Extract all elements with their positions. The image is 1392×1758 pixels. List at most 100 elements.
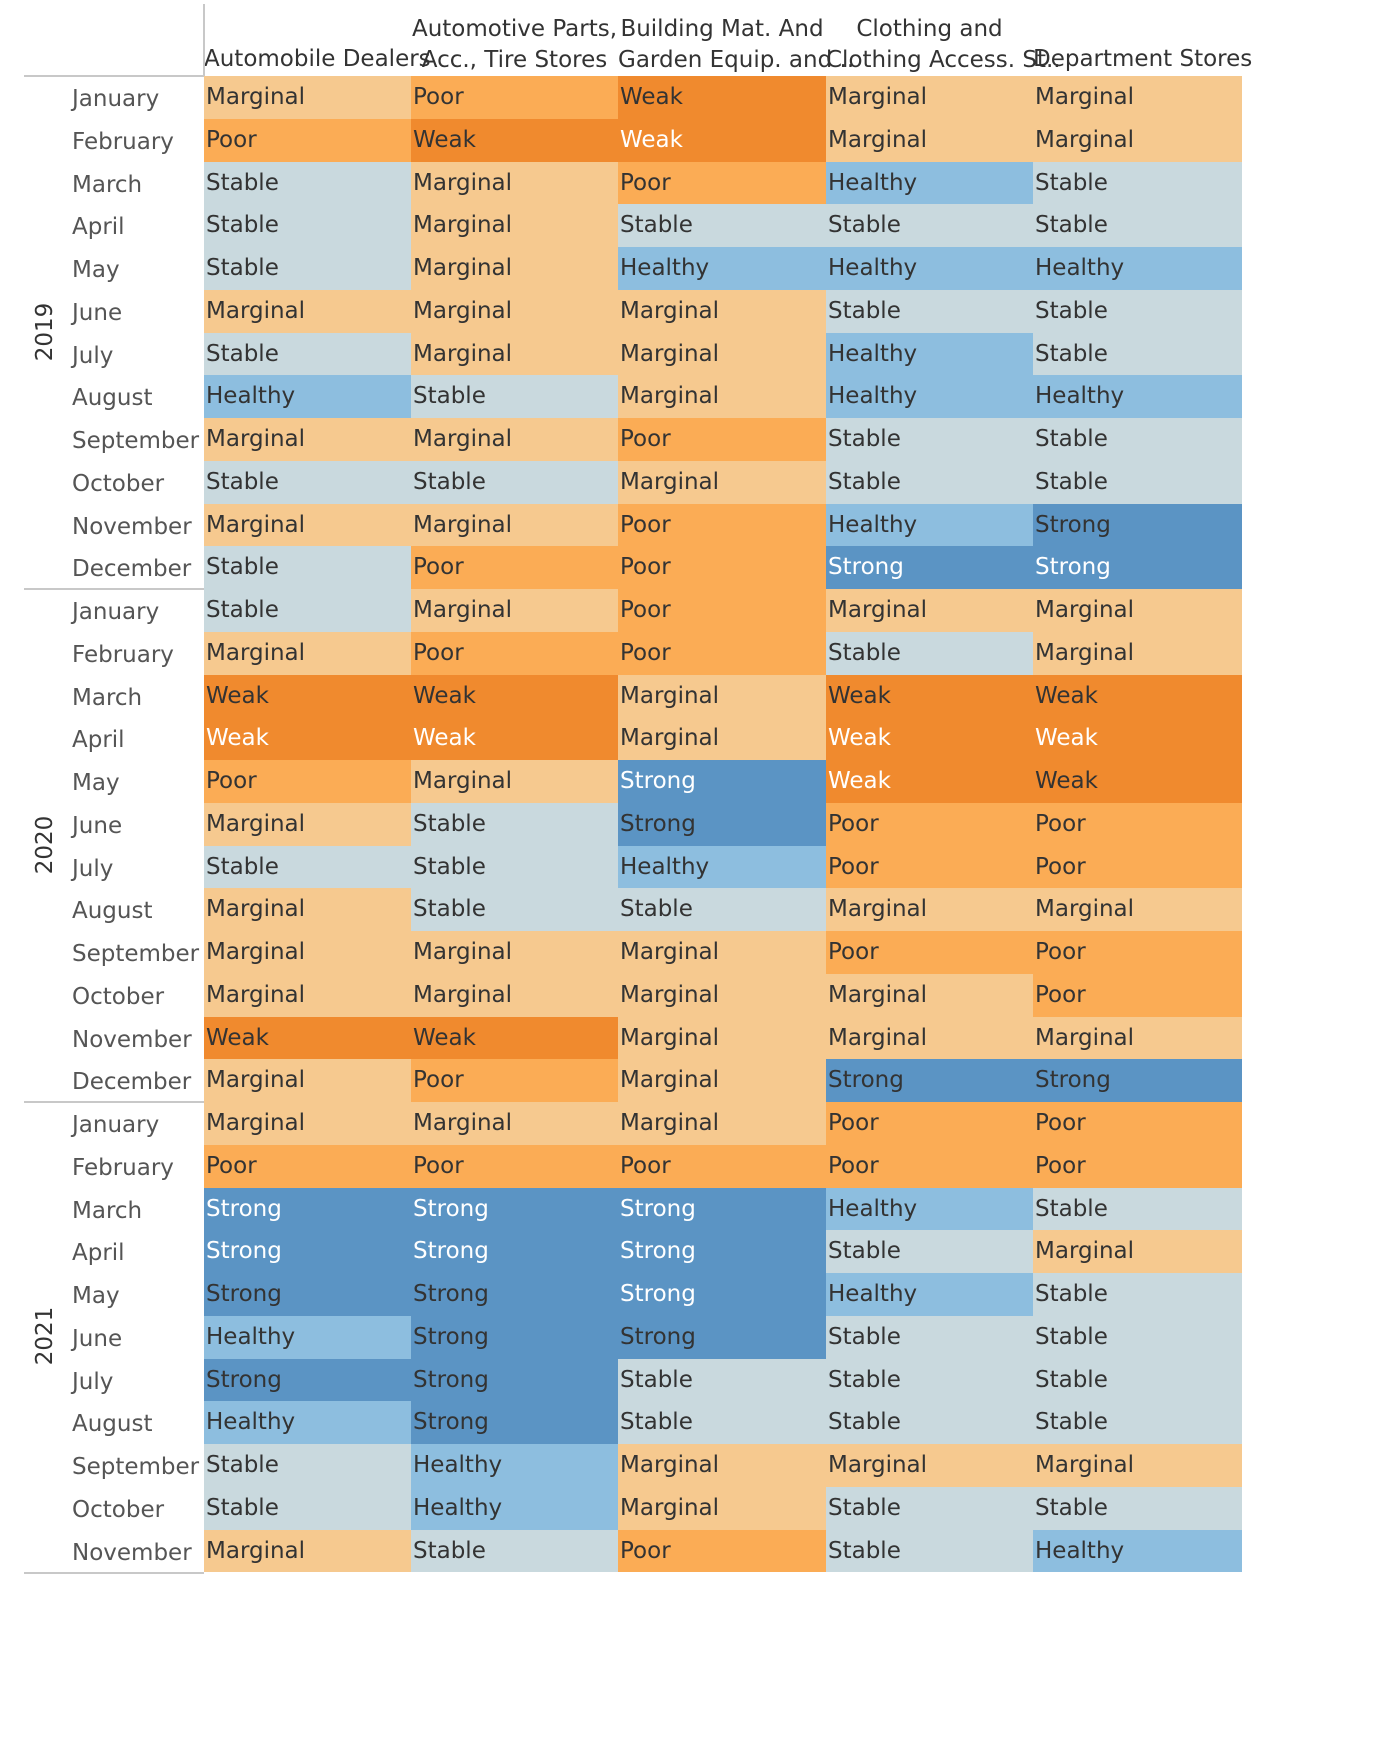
month-label: November [72, 514, 192, 540]
month-label: October [72, 984, 165, 1010]
month-label: November [72, 1540, 192, 1566]
heatmap-cell: Marginal [204, 1102, 412, 1145]
column-header: Clothing and Clothing Access. St.. [826, 14, 1061, 76]
heatmap-cell: Marginal [826, 76, 1034, 119]
heatmap-cell: Poor [618, 1530, 827, 1572]
heatmap-cell: Weak [826, 675, 1034, 717]
heatmap-cell: Marginal [1033, 1017, 1242, 1059]
heatmap-cell: Strong [411, 1401, 619, 1444]
heatmap-cell: Marginal [618, 1487, 827, 1530]
month-label: September [72, 941, 200, 967]
heatmap-cell: Marginal [1033, 119, 1242, 162]
heatmap-cell: Stable [618, 1401, 827, 1444]
heatmap-cell: Stable [1033, 1359, 1242, 1401]
heatmap-cell: Stable [411, 461, 619, 504]
heatmap-cell: Strong [618, 760, 827, 803]
heatmap-cell: Poor [618, 162, 827, 204]
heatmap-cell: Poor [826, 1102, 1034, 1145]
heatmap-cell: Weak [826, 717, 1034, 760]
heatmap-cell: Poor [204, 1145, 412, 1188]
heatmap-cell: Poor [1033, 974, 1242, 1017]
heatmap-cell: Marginal [618, 1017, 827, 1059]
heatmap-cell: Weak [618, 76, 827, 119]
heatmap-cell: Healthy [1033, 247, 1242, 290]
heatmap-cell: Healthy [411, 1444, 619, 1487]
heatmap-cell: Stable [411, 803, 619, 846]
heatmap-cell: Marginal [204, 974, 412, 1017]
month-label: September [72, 428, 200, 454]
heatmap-cell: Healthy [1033, 1530, 1242, 1572]
heatmap-cell: Marginal [204, 504, 412, 546]
heatmap-cell: Marginal [411, 247, 619, 290]
heatmap-cell: Strong [618, 1273, 827, 1316]
column-header: Department Stores [1033, 44, 1252, 75]
heatmap-cell: Marginal [618, 1059, 827, 1102]
heatmap-cell: Stable [1033, 418, 1242, 461]
heatmap-cell: Weak [826, 760, 1034, 803]
heatmap-cell: Marginal [618, 974, 827, 1017]
month-label: July [72, 1369, 114, 1395]
heatmap-cell: Marginal [826, 119, 1034, 162]
heatmap-cell: Marginal [1033, 1444, 1242, 1487]
heatmap-cell: Strong [1033, 546, 1242, 589]
heatmap-cell: Healthy [826, 247, 1034, 290]
heatmap-cell: Poor [618, 504, 827, 546]
heatmap-cell: Poor [618, 589, 827, 632]
heatmap-cell: Strong [1033, 1059, 1242, 1102]
heatmap-cell: Poor [618, 632, 827, 675]
heatmap-cell: Marginal [204, 1530, 412, 1572]
month-label: August [72, 385, 153, 411]
month-label: October [72, 1497, 165, 1523]
heatmap-cell: Marginal [204, 1059, 412, 1102]
month-label: November [72, 1027, 192, 1053]
heatmap-cell: Healthy [826, 504, 1034, 546]
heatmap-cell: Marginal [411, 931, 619, 974]
heatmap-cell: Marginal [618, 1444, 827, 1487]
heatmap-cell: Marginal [618, 675, 827, 717]
heatmap-cell: Marginal [826, 888, 1034, 931]
heatmap-cell: Poor [1033, 846, 1242, 888]
month-label: January [72, 1112, 160, 1138]
month-label: July [72, 856, 114, 882]
month-label: October [72, 471, 165, 497]
column-header-line: Building Mat. And [620, 16, 824, 42]
month-label: February [72, 1155, 174, 1181]
heatmap-cell: Stable [1033, 1316, 1242, 1359]
month-label: December [72, 1069, 192, 1095]
heatmap-cell: Stable [411, 846, 619, 888]
heatmap-cell: Stable [826, 1316, 1034, 1359]
heatmap-cell: Marginal [618, 717, 827, 760]
month-label: September [72, 1454, 200, 1480]
heatmap-cell: Strong [618, 1316, 827, 1359]
heatmap-cell: Stable [411, 1530, 619, 1572]
heatmap-cell: Strong [411, 1188, 619, 1230]
column-header-line: Acc., Tire Stores [421, 47, 608, 73]
heatmap-cell: Poor [826, 931, 1034, 974]
axis-divider [203, 4, 205, 76]
heatmap-cell: Marginal [411, 760, 619, 803]
heatmap-cell: Marginal [618, 333, 827, 375]
heatmap-cell: Marginal [826, 1444, 1034, 1487]
heatmap-cell: Stable [1033, 1401, 1242, 1444]
heatmap-cell: Poor [411, 632, 619, 675]
heatmap-cell: Stable [204, 846, 412, 888]
heatmap-cell: Strong [411, 1316, 619, 1359]
heatmap-cell: Marginal [411, 974, 619, 1017]
heatmap-cell: Marginal [204, 632, 412, 675]
heatmap-cell: Stable [411, 888, 619, 931]
heatmap-cell: Poor [1033, 803, 1242, 846]
heatmap-cell: Poor [618, 418, 827, 461]
heatmap-cell: Stable [826, 418, 1034, 461]
heatmap-cell: Poor [826, 803, 1034, 846]
heatmap-cell: Poor [1033, 1102, 1242, 1145]
heatmap-cell: Marginal [411, 418, 619, 461]
heatmap-cell: Poor [411, 76, 619, 119]
heatmap-cell: Marginal [1033, 632, 1242, 675]
heatmap-cell: Stable [204, 461, 412, 504]
month-label: May [72, 257, 120, 283]
column-header: Building Mat. And Garden Equip. and .. [618, 14, 854, 76]
heatmap-cell: Marginal [618, 931, 827, 974]
heatmap-cell: Marginal [411, 162, 619, 204]
heatmap-cell: Healthy [204, 1401, 412, 1444]
heatmap-cell: Poor [204, 760, 412, 803]
